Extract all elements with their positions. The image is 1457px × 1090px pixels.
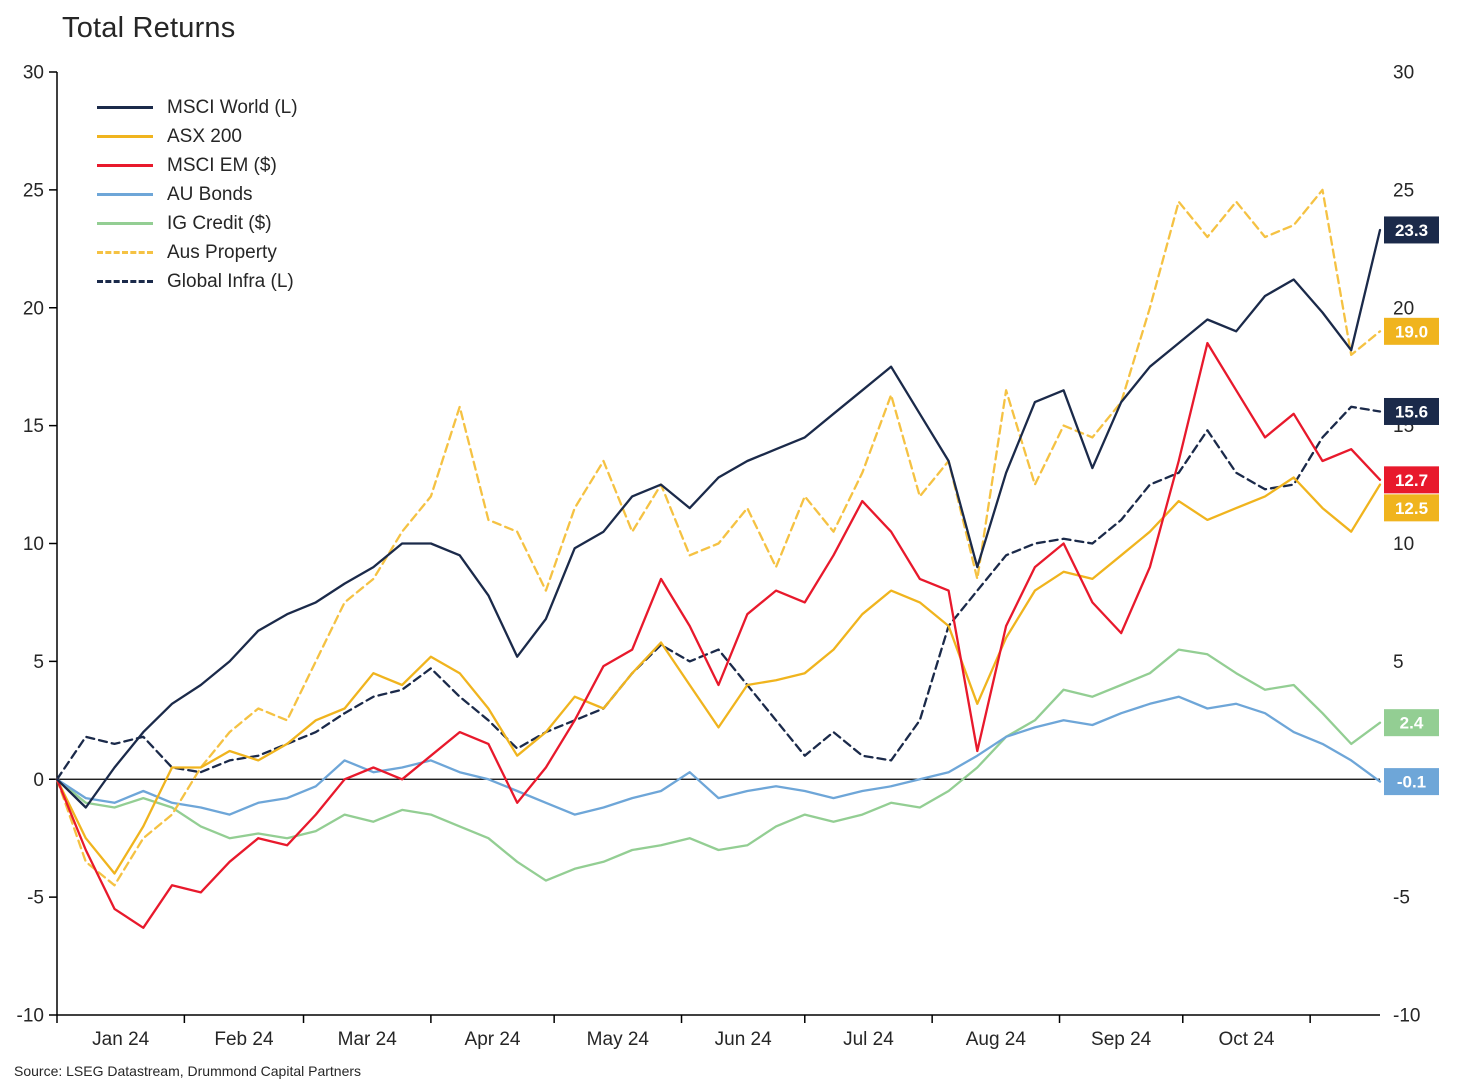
end-value-badge-label: 19.0 bbox=[1395, 322, 1428, 341]
legend-item-msci-em: MSCI EM ($) bbox=[97, 151, 298, 180]
legend-item-au-bonds: AU Bonds bbox=[97, 180, 298, 209]
legend-line-sample bbox=[97, 106, 153, 109]
end-value-badge-label: 12.5 bbox=[1395, 499, 1428, 518]
legend-line-sample bbox=[97, 251, 153, 254]
series-line-au-bonds bbox=[55, 695, 1382, 816]
end-value-badge-asx-200 bbox=[1384, 494, 1439, 522]
legend-item-aus-property: Aus Property bbox=[97, 238, 298, 267]
x-tick-label: Jan 24 bbox=[92, 1029, 149, 1050]
end-value-badge-label: 15.6 bbox=[1395, 402, 1428, 421]
x-tick-label: Feb 24 bbox=[214, 1029, 274, 1050]
x-tick-label: Jul 24 bbox=[843, 1029, 894, 1050]
legend-label: AU Bonds bbox=[167, 183, 253, 205]
x-tick-label: Apr 24 bbox=[465, 1029, 521, 1050]
end-value-badge-aus-property bbox=[1384, 317, 1439, 345]
x-tick-label: Oct 24 bbox=[1218, 1029, 1274, 1050]
y-tick-label-right: 5 bbox=[1393, 652, 1404, 673]
series-line-asx-200 bbox=[55, 476, 1382, 875]
y-tick-label-left: 30 bbox=[23, 63, 44, 84]
series-line-msci-em bbox=[55, 341, 1382, 929]
y-tick-label-right: -10 bbox=[1393, 1006, 1420, 1027]
end-value-badge-global-infra-l bbox=[1384, 397, 1439, 425]
y-tick-label-right: -5 bbox=[1393, 888, 1410, 909]
x-tick-label: May 24 bbox=[587, 1029, 650, 1050]
end-value-badge-label: 2.4 bbox=[1400, 714, 1424, 733]
legend-line-sample bbox=[97, 135, 153, 138]
end-value-badge-label: -0.1 bbox=[1397, 773, 1426, 792]
end-value-badge-msci-em bbox=[1384, 466, 1439, 494]
x-tick-label: Mar 24 bbox=[338, 1029, 398, 1050]
x-tick-label: Sep 24 bbox=[1091, 1029, 1152, 1050]
series-line-ig-credit bbox=[55, 648, 1382, 882]
y-tick-label-left: -5 bbox=[27, 888, 44, 909]
y-tick-label-left: 5 bbox=[33, 652, 44, 673]
end-value-badge-au-bonds bbox=[1384, 768, 1439, 796]
legend-line-sample bbox=[97, 164, 153, 167]
series-line-global-infra-l bbox=[55, 405, 1382, 781]
chart-title: Total Returns bbox=[62, 12, 236, 44]
series-line-msci-world-l bbox=[55, 228, 1382, 809]
legend-label: MSCI EM ($) bbox=[167, 154, 277, 176]
legend-label: MSCI World (L) bbox=[167, 96, 298, 118]
x-tick-label: Aug 24 bbox=[966, 1029, 1027, 1050]
y-tick-label-left: 10 bbox=[23, 534, 44, 555]
y-tick-label-left: 15 bbox=[23, 416, 44, 437]
y-tick-label-right: 10 bbox=[1393, 534, 1414, 555]
source-note: Source: LSEG Datastream, Drummond Capita… bbox=[14, 1063, 362, 1079]
end-value-badge-ig-credit bbox=[1384, 709, 1439, 737]
end-value-badge-msci-world-l bbox=[1384, 216, 1439, 244]
y-tick-label-left: 25 bbox=[23, 180, 44, 201]
legend-label: Aus Property bbox=[167, 241, 277, 263]
y-tick-label-right: 30 bbox=[1393, 63, 1414, 84]
end-value-badge-label: 12.7 bbox=[1395, 471, 1428, 490]
legend-label: ASX 200 bbox=[167, 125, 242, 147]
y-tick-label-left: 20 bbox=[23, 298, 44, 319]
legend-item-global-infra-l: Global Infra (L) bbox=[97, 267, 298, 296]
chart-legend: MSCI World (L) ASX 200 MSCI EM ($) AU Bonds… bbox=[97, 93, 298, 296]
legend-item-msci-world-l: MSCI World (L) bbox=[97, 93, 298, 122]
legend-item-ig-credit: IG Credit ($) bbox=[97, 209, 298, 238]
end-value-badge-label: 23.3 bbox=[1395, 221, 1428, 240]
legend-line-sample bbox=[97, 280, 153, 283]
legend-line-sample bbox=[97, 222, 153, 225]
legend-item-asx-200: ASX 200 bbox=[97, 122, 298, 151]
y-tick-label-left: -10 bbox=[17, 1006, 44, 1027]
legend-label: Global Infra (L) bbox=[167, 270, 294, 292]
y-tick-label-right: 20 bbox=[1393, 298, 1414, 319]
y-tick-label-left: 0 bbox=[33, 770, 44, 791]
legend-label: IG Credit ($) bbox=[167, 212, 272, 234]
x-tick-label: Jun 24 bbox=[715, 1029, 772, 1050]
series-line-aus-property bbox=[55, 188, 1382, 887]
legend-line-sample bbox=[97, 193, 153, 196]
y-tick-label-right: 25 bbox=[1393, 180, 1414, 201]
